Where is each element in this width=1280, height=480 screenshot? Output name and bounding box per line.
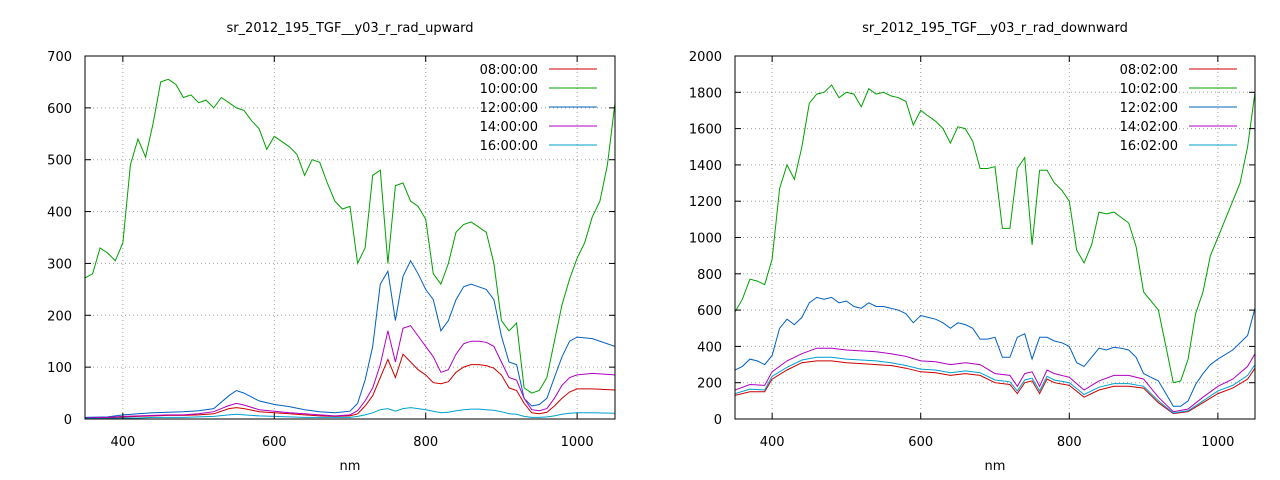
legend-label: 12:00:00 — [480, 101, 538, 116]
y-tick-label: 200 — [47, 309, 72, 324]
y-tick-label: 1000 — [689, 232, 722, 247]
x-tick-label: 800 — [1057, 435, 1082, 450]
y-tick-label: 800 — [697, 268, 722, 283]
y-tick-label: 100 — [47, 361, 72, 376]
y-tick-label: 0 — [64, 413, 72, 428]
plot-frame — [84, 55, 616, 420]
x-tick-label: 400 — [110, 435, 135, 450]
y-tick-label: 500 — [47, 154, 72, 169]
y-tick-label: 600 — [47, 102, 72, 117]
series-line-120000 — [85, 259, 615, 418]
y-tick-label: 200 — [697, 377, 722, 392]
y-tick-label: 0 — [714, 413, 722, 428]
series-line-080000 — [85, 353, 615, 419]
y-tick-label: 2000 — [689, 50, 722, 65]
series-line-140200 — [735, 347, 1255, 413]
legend-label: 16:02:00 — [1120, 139, 1178, 154]
y-tick-label: 600 — [697, 304, 722, 319]
y-tick-label: 1600 — [689, 123, 722, 138]
series-line-160000 — [85, 407, 615, 419]
y-tick-label: 1400 — [689, 159, 722, 174]
legend-label: 14:02:00 — [1120, 120, 1178, 135]
y-tick-label: 1800 — [689, 86, 722, 101]
series-line-100200 — [735, 84, 1255, 384]
chart-upward: sr_2012_195_TGF__y03_r_rad_upward nm 400… — [47, 21, 616, 474]
y-tick-label: 300 — [47, 257, 72, 272]
x-tick-label: 800 — [413, 435, 438, 450]
y-tick-label: 700 — [47, 50, 72, 65]
legend-label: 08:00:00 — [480, 63, 538, 78]
legend-label: 16:00:00 — [480, 139, 538, 154]
chart-title: sr_2012_195_TGF__y03_r_rad_downward — [862, 21, 1128, 36]
x-axis-label: nm — [340, 459, 361, 474]
chart-downward: sr_2012_195_TGF__y03_r_rad_downward nm 4… — [689, 21, 1256, 474]
series-line-160200 — [735, 356, 1255, 414]
series-line-120200 — [735, 296, 1255, 407]
series-line-140000 — [85, 325, 615, 419]
legend-label: 12:02:00 — [1120, 101, 1178, 116]
x-tick-label: 400 — [760, 435, 785, 450]
legend-label: 10:02:00 — [1120, 82, 1178, 97]
y-tick-label: 400 — [697, 340, 722, 355]
y-tick-label: 400 — [47, 206, 72, 221]
series-line-100000 — [85, 78, 615, 394]
legend-label: 10:00:00 — [480, 82, 538, 97]
legend-label: 14:00:00 — [480, 120, 538, 135]
x-tick-label: 600 — [908, 435, 933, 450]
series-group — [735, 84, 1255, 415]
x-tick-label: 1000 — [1201, 435, 1234, 450]
chart-title: sr_2012_195_TGF__y03_r_rad_upward — [226, 21, 473, 36]
legend-label: 08:02:00 — [1120, 63, 1178, 78]
series-group — [85, 78, 615, 419]
series-line-080200 — [735, 360, 1255, 415]
x-axis-label: nm — [985, 459, 1006, 474]
y-tick-label: 1200 — [689, 195, 722, 210]
x-tick-label: 600 — [262, 435, 287, 450]
x-tick-label: 1000 — [561, 435, 594, 450]
